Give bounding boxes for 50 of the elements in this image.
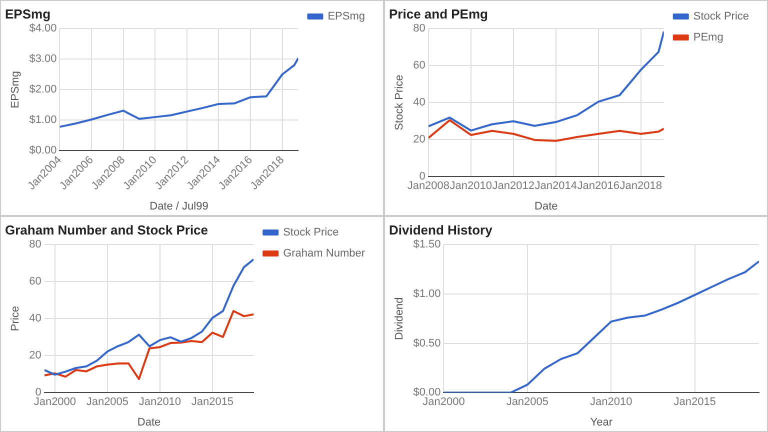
x-tick-label: Jan2014: [534, 180, 577, 192]
legend-label: Stock Price: [283, 226, 339, 239]
y-tick-label: 40: [413, 96, 426, 109]
x-tick-label: Jan2015: [191, 396, 234, 408]
y-tick-label: 0: [35, 386, 42, 399]
y-tick-label: 60: [29, 276, 42, 288]
y-axis-title: Stock Price: [394, 74, 406, 130]
y-tick-label: 40: [29, 312, 42, 325]
y-axis-title: Dividend: [394, 297, 406, 340]
x-axis-title: Date / Jul99: [150, 200, 208, 212]
chart-title: Graham Number and Stock Price: [5, 222, 208, 238]
y-tick-label: 60: [413, 60, 426, 72]
y-axis-title: EPSmg: [10, 70, 22, 108]
y-tick-label: $0.00: [413, 386, 441, 399]
y-tick-label: $1.00: [29, 114, 57, 126]
x-tick-label: Jan2005: [86, 396, 129, 408]
y-tick-label: 80: [29, 238, 42, 251]
y-tick-label: $1.50: [413, 238, 441, 251]
y-tick-label: $3.00: [29, 53, 57, 66]
x-tick-label: Jan2018: [620, 180, 662, 192]
x-tick-label: Jan2000: [34, 396, 76, 408]
legend-label: PEmg: [693, 32, 724, 44]
y-tick-label: $4.00: [29, 22, 57, 35]
x-axis-title: Date: [137, 416, 161, 428]
y-tick-label: $0.00: [29, 144, 57, 157]
x-tick-label: Jan2016: [577, 180, 620, 192]
x-tick-label: Jan2010: [590, 396, 632, 408]
x-axis-title: Year: [590, 416, 613, 428]
chart-title: Dividend History: [389, 222, 494, 238]
legend-label: Stock Price: [693, 10, 750, 23]
x-tick-label: Jan2015: [674, 396, 716, 408]
y-tick-label: $2.00: [29, 84, 57, 96]
x-tick-label: Jan2005: [506, 396, 549, 408]
y-tick-label: 20: [29, 350, 42, 362]
y-axis-title: Price: [10, 306, 22, 332]
x-axis-title: Date: [534, 200, 558, 212]
x-tick-label: Jan2012: [492, 180, 535, 192]
y-tick-label: $1.00: [413, 288, 441, 300]
legend-label: EPSmg: [328, 10, 366, 23]
chart-title: Price and PEmg: [389, 6, 488, 22]
chart-title: EPSmg: [5, 6, 51, 22]
y-tick-label: $0.50: [413, 337, 441, 350]
y-tick-label: 20: [413, 134, 426, 146]
x-tick-label: Jan2008: [407, 180, 450, 192]
x-tick-label: Jan2010: [450, 180, 492, 192]
y-tick-label: 80: [413, 22, 426, 35]
x-tick-label: Jan2010: [138, 396, 182, 408]
y-tick-label: 0: [419, 170, 426, 183]
x-tick-label: Jan2000: [422, 396, 465, 408]
legend-label: Graham Number: [283, 248, 366, 260]
